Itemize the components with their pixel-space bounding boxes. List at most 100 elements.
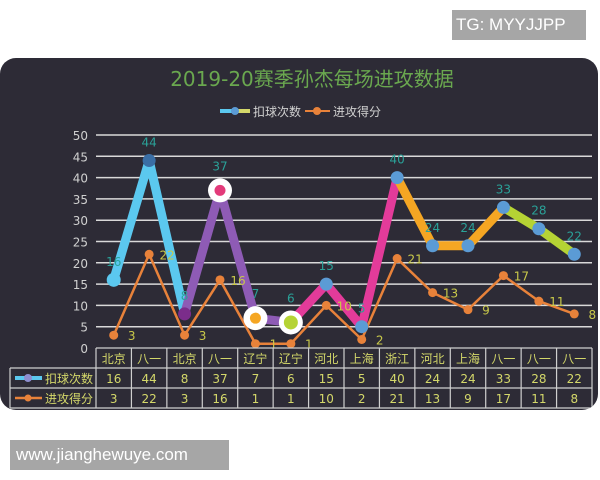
legend-marker-rebounds-icon — [231, 107, 239, 115]
points-marker[interactable] — [215, 275, 225, 285]
rebounds-marker[interactable] — [249, 312, 261, 324]
category-label: 辽宁 — [279, 351, 303, 366]
rebounds-table-cell: 5 — [358, 372, 366, 386]
points-table-cell: 3 — [110, 392, 118, 406]
points-value-label: 10 — [337, 299, 352, 313]
category-label: 八一 — [527, 352, 551, 366]
rebounds-table-cell: 44 — [142, 372, 157, 386]
rebounds-marker[interactable] — [390, 171, 404, 185]
y-tick-label: 0 — [80, 342, 88, 356]
legend-item-points[interactable]: 进攻得分 — [305, 104, 381, 119]
rebounds-value-label: 6 — [287, 291, 295, 305]
rebounds-segment — [144, 156, 190, 319]
rebounds-value-label: 7 — [252, 287, 260, 301]
points-marker[interactable] — [109, 330, 119, 340]
y-tick-label: 20 — [73, 257, 88, 271]
points-table-cell: 3 — [181, 392, 189, 406]
category-label: 八一 — [137, 352, 161, 366]
rebounds-segment — [534, 224, 579, 259]
points-marker[interactable] — [534, 296, 544, 306]
category-label: 上海 — [456, 351, 480, 366]
rebounds-marker[interactable] — [461, 239, 475, 253]
points-value-label: 3 — [199, 329, 207, 343]
rebounds-marker[interactable] — [178, 307, 192, 321]
points-table-cell: 11 — [531, 392, 546, 406]
points-value-label: 11 — [549, 295, 564, 309]
rebounds-table-cell: 28 — [531, 372, 546, 386]
points-marker[interactable] — [250, 339, 260, 349]
rebounds-marker[interactable] — [532, 222, 546, 236]
legend-label-points: 进攻得分 — [333, 104, 381, 119]
rebounds-segment — [180, 185, 225, 319]
y-tick-label: 10 — [73, 299, 88, 313]
rebounds-value-label: 24 — [460, 221, 475, 235]
rebounds-marker[interactable] — [567, 247, 581, 261]
category-label: 浙江 — [385, 352, 409, 366]
points-marker[interactable] — [144, 249, 154, 259]
points-value-label: 9 — [482, 304, 490, 318]
rebounds-table-cell: 37 — [212, 372, 227, 386]
category-label: 北京 — [102, 352, 126, 366]
chart-title: 2019-20赛季孙杰每场进攻数据 — [170, 67, 454, 91]
points-table-cell: 1 — [252, 392, 260, 406]
watermark-bottom: www.jianghewuye.com — [10, 440, 229, 470]
points-marker[interactable] — [357, 334, 367, 344]
y-tick-label: 5 — [80, 321, 88, 335]
rebounds-marker[interactable] — [142, 154, 156, 168]
y-tick-label: 40 — [73, 172, 88, 186]
points-marker[interactable] — [321, 300, 331, 310]
points-marker[interactable] — [463, 305, 473, 315]
rebounds-marker[interactable] — [319, 277, 333, 291]
points-value-label: 2 — [376, 333, 384, 347]
points-row-icon — [24, 394, 32, 402]
rebounds-marker[interactable] — [283, 315, 298, 330]
rebounds-table-cell: 16 — [106, 372, 121, 386]
rebounds-marker[interactable] — [214, 184, 226, 196]
points-marker[interactable] — [392, 254, 402, 264]
rebounds-segment — [321, 279, 367, 332]
category-label: 河北 — [314, 352, 338, 366]
rebounds-marker[interactable] — [106, 272, 121, 287]
category-label: 辽宁 — [243, 351, 267, 366]
points-table-cell: 21 — [390, 392, 405, 406]
rebounds-value-label: 44 — [142, 136, 157, 150]
series-rebounds-line — [106, 154, 581, 335]
points-value-label: 22 — [160, 248, 175, 262]
rebounds-marker[interactable] — [355, 320, 369, 334]
gridlines — [96, 134, 592, 328]
points-marker[interactable] — [180, 330, 190, 340]
y-tick-label: 15 — [73, 278, 88, 292]
points-table-cell: 22 — [142, 392, 157, 406]
points-value-label: 16 — [230, 274, 245, 288]
rebounds-value-label: 15 — [319, 259, 334, 273]
watermark-top: TG: MYYJJPP — [452, 10, 586, 40]
points-marker[interactable] — [569, 309, 579, 319]
line-chart: 2019-20赛季孙杰每场进攻数据 扣球次数 进攻得分 051015202530… — [9, 67, 596, 409]
y-tick-label: 30 — [73, 214, 88, 228]
points-table-cell: 10 — [319, 392, 334, 406]
points-marker[interactable] — [498, 271, 508, 281]
rebounds-marker[interactable] — [426, 239, 440, 253]
points-table-cell: 2 — [358, 392, 366, 406]
points-marker[interactable] — [286, 339, 296, 349]
rebounds-table-cell: 7 — [252, 372, 260, 386]
rebounds-value-label: 16 — [106, 255, 121, 269]
points-marker[interactable] — [428, 288, 438, 298]
legend-item-rebounds[interactable]: 扣球次数 — [220, 104, 301, 119]
rebounds-table-cell: 6 — [287, 372, 295, 386]
rebounds-table-cell: 33 — [496, 372, 511, 386]
rebounds-segment — [498, 202, 544, 234]
points-value-label: 21 — [408, 253, 423, 267]
rebounds-value-label: 37 — [212, 159, 227, 173]
rebounds-marker[interactable] — [496, 200, 510, 214]
rebounds-value-label: 33 — [496, 182, 511, 196]
y-tick-label: 50 — [73, 129, 88, 143]
rebounds-value-label: 28 — [531, 204, 546, 218]
category-label: 上海 — [350, 351, 374, 366]
points-value-label: 8 — [588, 308, 596, 322]
legend-marker-points-icon — [313, 107, 321, 115]
rebounds-row-header: 扣球次数 — [45, 371, 93, 386]
rebounds-table-cell: 15 — [319, 372, 334, 386]
points-value-label: 13 — [443, 287, 458, 301]
